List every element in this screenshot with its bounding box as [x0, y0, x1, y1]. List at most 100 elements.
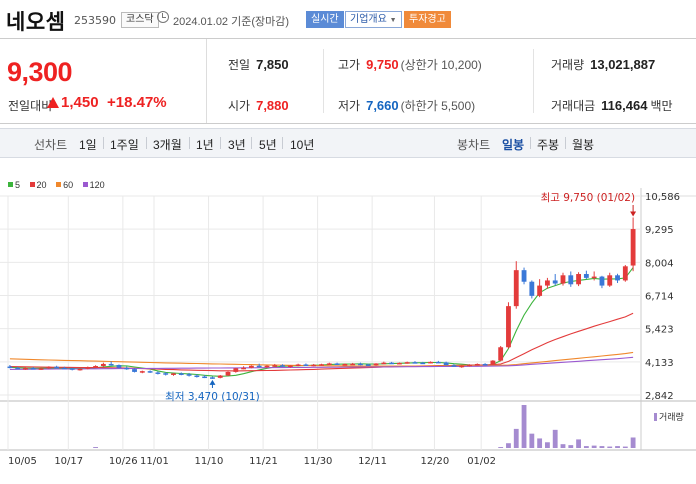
- candle-body: [311, 364, 317, 367]
- candle-body: [342, 363, 348, 366]
- candle-body: [451, 365, 457, 367]
- candle-body: [210, 377, 215, 379]
- legend-swatch-ma60: [56, 182, 62, 187]
- candle-body: [622, 266, 628, 281]
- candle-body: [7, 366, 13, 369]
- company-overview-dropdown[interactable]: 기업개요 ▼: [345, 11, 402, 28]
- x-tick-label: 12/11: [358, 456, 387, 467]
- stock-code: 253590: [74, 14, 116, 27]
- investment-warning-badge: 투자경고: [404, 11, 451, 28]
- x-tick-label: 10/26: [109, 456, 138, 467]
- candle-body: [147, 371, 153, 373]
- candle-body: [217, 375, 223, 378]
- candle-body: [552, 280, 558, 284]
- change-label: 전일대비: [8, 99, 53, 113]
- company-overview-label: 기업개요: [350, 14, 387, 25]
- candle-body: [186, 374, 192, 376]
- amount-value: 116,464: [601, 98, 648, 113]
- x-tick-label: 11/01: [140, 456, 169, 467]
- x-tick-label: 10/05: [8, 456, 37, 467]
- x-tick-label: 12/20: [420, 456, 449, 467]
- tab-10year[interactable]: 10년: [290, 138, 315, 152]
- candle-body: [295, 364, 301, 366]
- candle-body: [264, 365, 270, 368]
- axis-labels: 10,586 9,295 8,004 6,714 5,423 4,133 2,842 10/0…: [8, 192, 680, 467]
- volume-legend-swatch: [654, 413, 657, 421]
- legend-ma20: 20: [36, 180, 47, 190]
- current-price: 9,300: [7, 57, 73, 87]
- candle-body: [615, 275, 620, 281]
- tab-1week[interactable]: 1주일: [110, 138, 139, 152]
- candles: [7, 217, 636, 379]
- candle-body: [23, 368, 28, 370]
- y-tick-label: 6,714: [645, 292, 674, 303]
- realtime-button[interactable]: 실시간: [306, 11, 344, 28]
- tab-monthly[interactable]: 월봉: [572, 138, 595, 152]
- amount-label: 거래대금: [551, 99, 596, 113]
- volume-bar: [591, 445, 597, 448]
- candle-body: [373, 363, 379, 366]
- base-date: 2024.01.02 기준(장마감): [173, 16, 290, 28]
- low-value: 7,660: [366, 98, 399, 113]
- clock-icon: [157, 11, 169, 23]
- candle-body: [334, 363, 340, 365]
- candle-body: [178, 373, 184, 375]
- candle-body: [116, 364, 122, 368]
- candle-body: [326, 363, 332, 365]
- volume: 거래량 13,021,887: [551, 56, 655, 73]
- candle-body: [529, 281, 535, 296]
- tab-daily[interactable]: 일봉: [502, 138, 525, 152]
- open-price: 시가 7,880: [228, 97, 289, 114]
- candle-body: [521, 270, 527, 282]
- tab-1year[interactable]: 1년: [196, 138, 214, 152]
- tab-3year[interactable]: 3년: [228, 138, 246, 152]
- volume-bar: [498, 447, 504, 448]
- tab-divider: [189, 137, 190, 149]
- candle-body: [287, 365, 293, 367]
- tab-3month[interactable]: 3개월: [153, 138, 182, 152]
- trade-amount: 거래대금 116,464 백만: [551, 97, 673, 114]
- candle-body: [93, 366, 99, 368]
- candle-body: [490, 360, 496, 365]
- x-tick-label: 10/17: [54, 456, 83, 467]
- volume-bar: [529, 433, 535, 448]
- candle-body: [163, 373, 169, 375]
- prev-close-value: 7,850: [256, 57, 289, 72]
- divider: [533, 49, 534, 113]
- candle-body: [513, 270, 519, 307]
- open-value: 7,880: [256, 98, 289, 113]
- volume-bar: [576, 439, 581, 448]
- volume-label: 거래량: [551, 58, 585, 72]
- volume-bar: [583, 446, 589, 448]
- volume-bar: [615, 446, 620, 448]
- price-change: 1,450: [61, 94, 99, 111]
- chart-legend: 5 20 60 120: [8, 180, 112, 190]
- candle-body: [54, 366, 60, 369]
- y-tick-label: 4,133: [645, 358, 674, 369]
- volume-bar: [537, 438, 543, 448]
- lower-limit: (하한가 5,500): [400, 99, 476, 113]
- x-tick-label: 11/21: [249, 456, 278, 467]
- tab-divider: [103, 137, 104, 149]
- candle-body: [537, 285, 543, 296]
- candle-body: [15, 367, 21, 370]
- candle-body: [202, 376, 208, 379]
- candle-body: [412, 362, 418, 364]
- tab-candle-chart[interactable]: 봉차트: [457, 138, 491, 152]
- upper-limit: (상한가 10,200): [400, 58, 482, 72]
- tab-line-chart[interactable]: 선차트: [34, 138, 68, 152]
- chart-grid: [0, 188, 696, 451]
- candle-body: [46, 366, 52, 369]
- legend-ma120: 120: [89, 180, 105, 190]
- market-badge: 코스닥: [121, 12, 159, 28]
- candle-body: [459, 365, 465, 368]
- tab-1day[interactable]: 1일: [79, 138, 97, 152]
- tab-weekly[interactable]: 주봉: [537, 138, 560, 152]
- candle-body: [350, 363, 356, 366]
- prev-close: 전일 7,850: [228, 56, 289, 73]
- volume-bar: [513, 428, 519, 448]
- candle-body: [576, 274, 581, 285]
- volume-bar: [93, 447, 99, 448]
- volume-bar: [506, 443, 511, 448]
- tab-5year[interactable]: 5년: [259, 138, 277, 152]
